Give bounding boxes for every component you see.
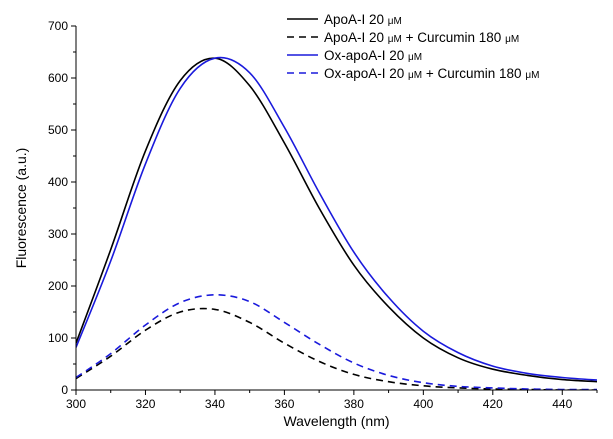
series-ox-apoa-i-legend-label: Ox-apoA-I 20 μM	[324, 48, 422, 63]
y-tick-label: 700	[48, 19, 68, 33]
series-apoa-i-curcumin-legend-label: ApoA-I 20 μM + Curcumin 180 μM	[324, 30, 519, 45]
y-tick-label: 200	[48, 279, 68, 293]
x-tick-label: 300	[66, 397, 86, 411]
series-apoa-i-line	[76, 57, 597, 383]
series-ox-apoa-i-line	[76, 56, 597, 381]
x-tick-label: 400	[413, 397, 433, 411]
series-apoa-i-legend-label: ApoA-I 20 μM	[324, 12, 402, 27]
series-apoa-i-curcumin-line	[76, 307, 597, 390]
y-tick-label: 300	[48, 227, 68, 241]
y-tick-label: 0	[61, 383, 68, 397]
series-ox-apoa-i-curcumin-line	[76, 293, 597, 390]
y-tick-label: 400	[48, 175, 68, 189]
legend: ApoA-I 20 μM ApoA-I 20 μM + Curcumin 180 …	[287, 12, 539, 81]
x-tick-label: 380	[344, 397, 364, 411]
axes: 0 100 200 300 400 500 600 700 300 320 340 360 380 400…	[48, 19, 598, 411]
x-tick-label: 340	[205, 397, 225, 411]
plot-lines	[76, 56, 597, 390]
x-tick-label: 420	[483, 397, 503, 411]
y-tick-label: 500	[48, 123, 68, 137]
y-tick-label: 600	[48, 71, 68, 85]
x-tick-label: 320	[135, 397, 155, 411]
y-tick-label: 100	[48, 331, 68, 345]
series-ox-apoa-i-curcumin-legend-label: Ox-apoA-I 20 μM + Curcumin 180 μM	[324, 66, 539, 81]
x-axis-title: Wavelength (nm)	[283, 413, 389, 429]
x-tick-label: 440	[552, 397, 572, 411]
x-tick-label: 360	[274, 397, 294, 411]
y-axis-title: Fluorescence (a.u.)	[13, 148, 29, 269]
